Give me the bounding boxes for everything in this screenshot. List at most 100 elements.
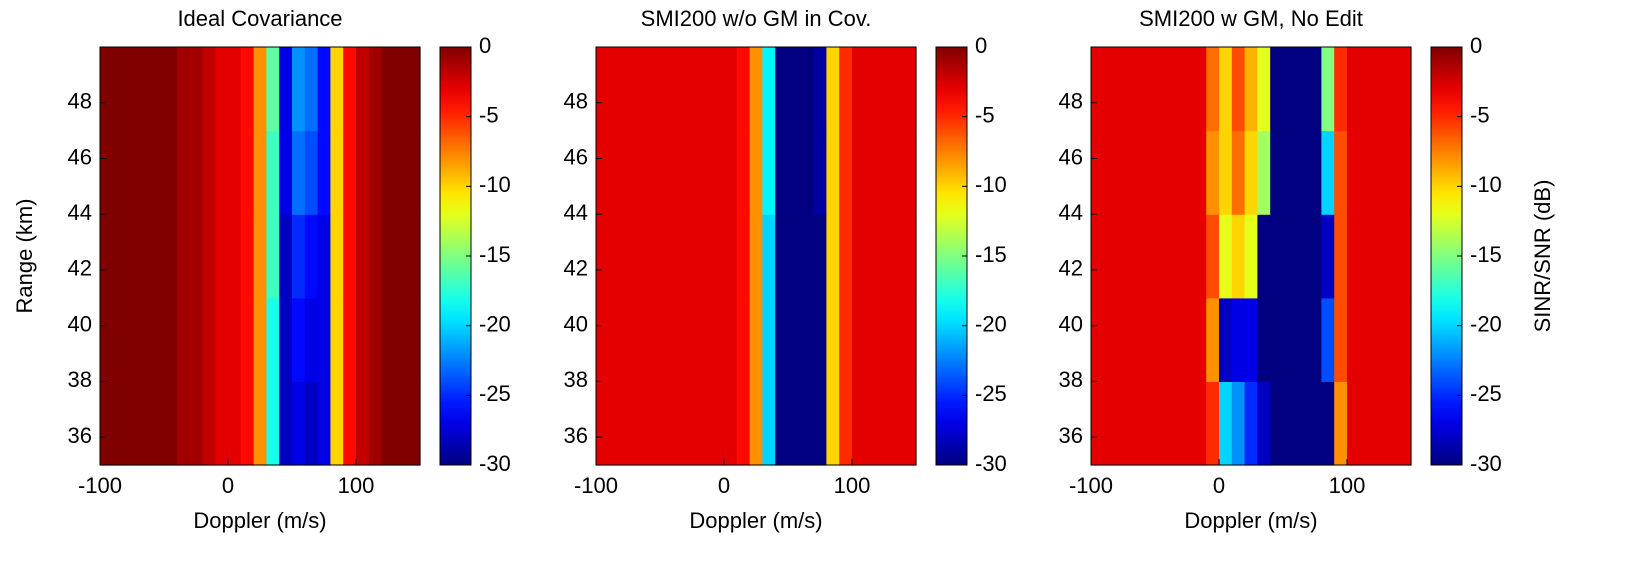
heatmap-cell [202, 47, 216, 132]
heatmap-cell [813, 297, 827, 382]
heatmap-cell [1244, 130, 1258, 215]
colorbar [935, 46, 968, 466]
x-axis-label: Doppler (m/s) [689, 508, 822, 533]
heatmap-cell [864, 47, 879, 132]
heatmap-cell [736, 297, 751, 382]
heatmap-cell [138, 381, 152, 466]
heatmap-cell [368, 381, 383, 466]
heatmap-cell [356, 297, 370, 382]
heatmap-cell [621, 47, 635, 132]
heatmap-cell [1091, 297, 1105, 382]
heatmap-cell [711, 297, 725, 382]
heatmap-cell [304, 381, 319, 466]
heatmap-cell [1155, 381, 1169, 466]
heatmap-cell [394, 381, 408, 466]
heatmap-cell [343, 130, 357, 215]
heatmap-cell [215, 47, 229, 132]
heatmap-cell [394, 130, 408, 215]
heatmap-cell [596, 381, 610, 466]
heatmap-cell [839, 214, 853, 299]
x-tick-label: -100 [1069, 473, 1113, 498]
heatmap-cell [1155, 214, 1169, 299]
heatmap-cell [1334, 47, 1348, 132]
heatmap-cell [749, 297, 763, 382]
heatmap-cell [813, 381, 827, 466]
heatmap-cell [762, 297, 776, 382]
heatmap-cell [1359, 297, 1374, 382]
colorbar-tick-label: -15 [975, 242, 1007, 267]
heatmap-cell [621, 381, 635, 466]
heatmap-cell [634, 297, 648, 382]
heatmap-cell [189, 381, 203, 466]
heatmap-cell [1116, 297, 1130, 382]
heatmap-cell [749, 130, 763, 215]
heatmap-cell [724, 47, 738, 132]
heatmap-cell [1308, 297, 1322, 382]
heatmap-cell [112, 214, 127, 299]
colorbar-tick-label: -20 [479, 311, 511, 336]
heatmap-cell [1270, 214, 1284, 299]
heatmap-cell [279, 381, 293, 466]
heatmap-cell [1334, 297, 1348, 382]
heatmap-cell [634, 130, 648, 215]
heatmap-cell [1142, 214, 1156, 299]
heatmap-cell [1103, 297, 1118, 382]
heatmap-cell [407, 130, 421, 215]
heatmap-cell [304, 130, 319, 215]
heatmap-cell [775, 130, 789, 215]
heatmap-cell [1385, 130, 1399, 215]
heatmap-cell [343, 214, 357, 299]
heatmap-cell [1193, 130, 1207, 215]
heatmap-cell [864, 130, 879, 215]
heatmap-cell [189, 297, 203, 382]
heatmap-cell [1167, 130, 1182, 215]
heatmap-cell [1193, 297, 1207, 382]
heatmap-cell [317, 130, 331, 215]
y-tick-label: 48 [564, 89, 588, 114]
heatmap-cell [215, 381, 229, 466]
heatmap-cell [1116, 130, 1130, 215]
heatmap-cell [189, 130, 203, 215]
heatmap-cell [864, 381, 879, 466]
heatmap-cell [1308, 47, 1322, 132]
y-tick-label: 38 [68, 367, 92, 392]
heatmap-cell [1129, 381, 1143, 466]
heatmap-cell [762, 130, 776, 215]
heatmap-cell [125, 130, 139, 215]
heatmap-cell [1372, 214, 1386, 299]
y-tick-label: 46 [68, 144, 92, 169]
heatmap-cell [381, 297, 395, 382]
heatmap-cell [1347, 130, 1361, 215]
heatmap-cell [1359, 47, 1374, 132]
colorbar-label: SINR/SNR (dB) [1530, 180, 1555, 333]
heatmap-cell [266, 130, 280, 215]
colorbar-tick-label: -20 [975, 311, 1007, 336]
heatmap-cell [736, 381, 751, 466]
heatmap-cell [1372, 297, 1386, 382]
heatmap-cell [1295, 130, 1310, 215]
heatmap-cell [813, 47, 827, 132]
colorbar-tick-label: -20 [1470, 311, 1502, 336]
heatmap-cell [253, 297, 267, 382]
heatmap-cell [1372, 47, 1386, 132]
heatmap-cell [407, 47, 421, 132]
heatmap-cell [826, 297, 840, 382]
heatmap-cell [330, 214, 344, 299]
heatmap-cell [240, 297, 255, 382]
y-tick-label: 36 [564, 423, 588, 448]
heatmap-cell [608, 297, 623, 382]
heatmap-cell [151, 214, 165, 299]
chart-title: Ideal Covariance [177, 6, 342, 31]
axes-frame [595, 46, 917, 466]
heatmap-cell [1244, 47, 1258, 132]
heatmap-cell [253, 47, 267, 132]
heatmap-cell [698, 297, 712, 382]
heatmap-cell [1219, 214, 1233, 299]
heatmap-cell [164, 214, 178, 299]
heatmap-cell [864, 214, 879, 299]
heatmap-cell [330, 381, 344, 466]
y-tick-label: 36 [68, 423, 92, 448]
heatmap-cell [343, 381, 357, 466]
heatmap-cell [1308, 381, 1322, 466]
y-tick-label: 44 [564, 200, 588, 225]
